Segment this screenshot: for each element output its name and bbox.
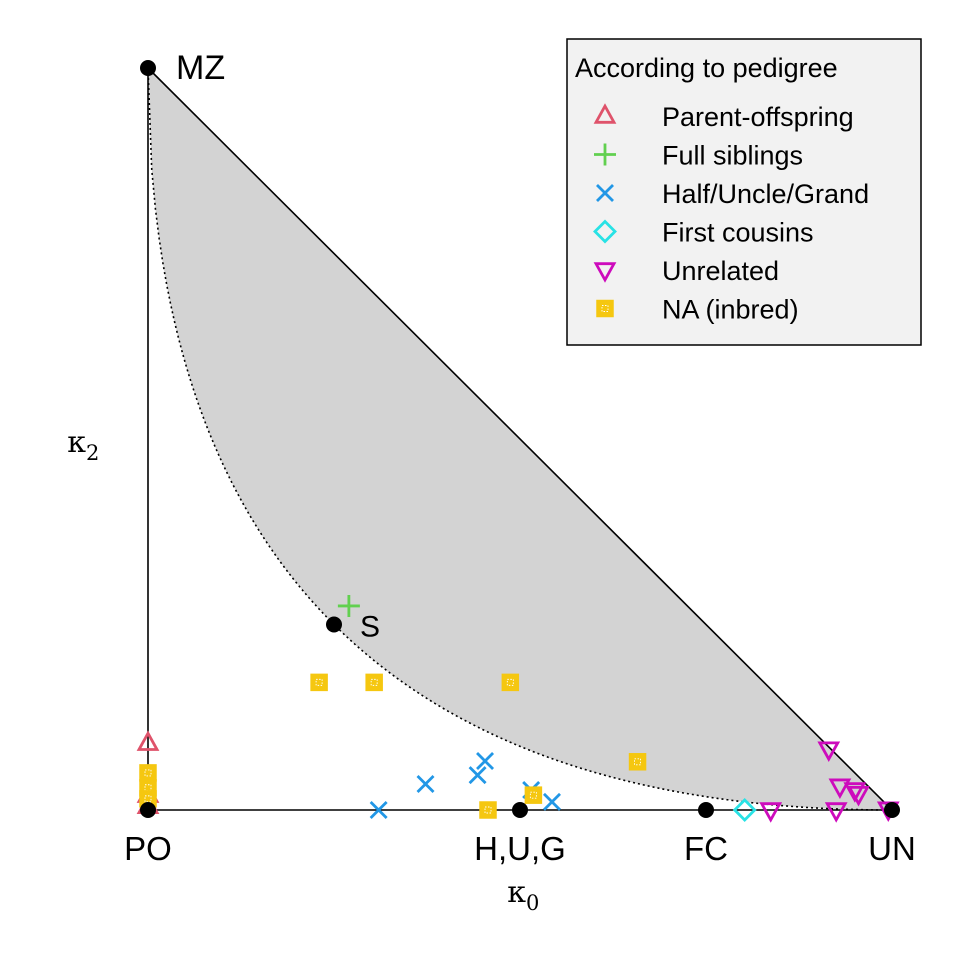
reference-label-3: FC xyxy=(684,830,728,867)
legend-label-na: NA (inbred) xyxy=(662,295,799,325)
legend-label-fc: First cousins xyxy=(662,218,814,248)
point-na-0 xyxy=(139,764,157,782)
reference-label-1: S xyxy=(360,611,380,644)
reference-label-5: UN xyxy=(868,830,916,867)
point-hug-2 xyxy=(468,766,487,785)
reference-label-0: MZ xyxy=(176,49,225,87)
reference-point-3 xyxy=(698,802,714,818)
legend-label-hug: Half/Uncle/Grand xyxy=(662,179,869,209)
legend-marker-na xyxy=(596,299,614,318)
x-axis-label-subscript: 0 xyxy=(526,891,539,915)
point-un-5 xyxy=(824,802,848,823)
legend-label-po: Parent-offspring xyxy=(662,102,854,132)
point-un-3 xyxy=(843,782,867,803)
point-po-0 xyxy=(136,730,160,751)
legend-box xyxy=(566,38,922,346)
x-axis-label: κ xyxy=(507,875,526,910)
point-hug-5 xyxy=(543,792,561,811)
legend-label-un: Unrelated xyxy=(662,256,779,286)
reference-label-4: PO xyxy=(124,830,172,867)
point-hug-0 xyxy=(369,801,388,819)
legend-title: According to pedigree xyxy=(575,53,838,83)
reference-point-5 xyxy=(884,802,900,818)
legend-marker-hug xyxy=(596,184,614,202)
point-na-8 xyxy=(628,753,647,771)
reference-point-4 xyxy=(140,802,156,818)
point-un-0 xyxy=(759,802,783,823)
legend: According to pedigree Parent-offspring Fu… xyxy=(566,38,922,346)
reference-point-1 xyxy=(326,616,342,633)
reference-label-2: H,U,G xyxy=(474,830,566,867)
reference-point-0 xyxy=(140,60,156,76)
point-na-7 xyxy=(524,786,543,804)
point-un-2 xyxy=(828,778,852,800)
point-na-4 xyxy=(365,673,383,692)
legend-marker-fs xyxy=(594,143,616,166)
point-un-1 xyxy=(817,741,841,762)
point-fc-0 xyxy=(732,798,757,822)
legend-marker-un xyxy=(593,262,617,283)
point-na-5 xyxy=(501,673,520,692)
diagonal-line xyxy=(147,67,893,811)
legend-marker-fc xyxy=(593,219,617,244)
y-axis-label-subscript: 2 xyxy=(86,441,99,465)
point-hug-3 xyxy=(476,752,495,771)
point-na-3 xyxy=(310,673,328,692)
point-fs-0 xyxy=(337,594,360,617)
point-un-4 xyxy=(847,785,870,807)
legend-marker-po xyxy=(593,103,617,124)
legend-label-fs: Full siblings xyxy=(662,141,803,171)
y-axis-label: κ xyxy=(67,425,86,460)
reference-point-2 xyxy=(512,802,528,818)
point-na-6 xyxy=(479,801,497,819)
point-hug-1 xyxy=(416,775,435,794)
